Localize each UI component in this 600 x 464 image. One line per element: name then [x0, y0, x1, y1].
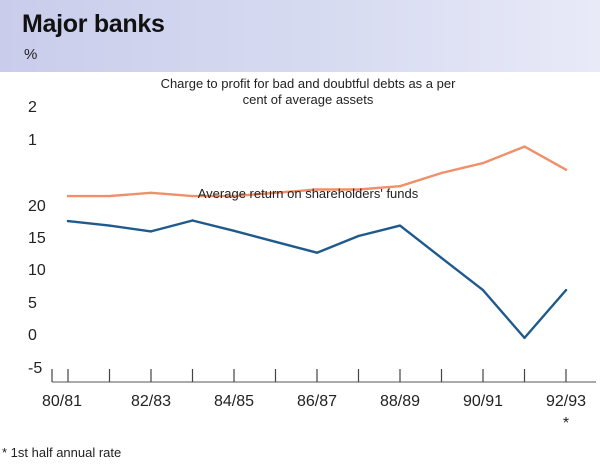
x-tick-label: 90/91 [463, 393, 503, 410]
data-point [481, 161, 485, 165]
data-point [357, 234, 360, 238]
data-point [564, 288, 568, 292]
x-tick-label: 84/85 [214, 393, 254, 410]
x-tick-label: 80/81 [42, 393, 82, 410]
series-line [66, 219, 568, 340]
series-label: cent of average assets [243, 92, 374, 107]
y-tick-label: 5 [28, 295, 37, 312]
data-point [274, 240, 277, 243]
data-point [66, 219, 70, 223]
y-tick-label: 1 [28, 132, 37, 149]
data-point [191, 194, 194, 198]
footnote: * 1st half annual rate [2, 445, 122, 460]
data-point [108, 224, 111, 227]
data-point [398, 185, 402, 188]
x-tick-label: 92/93 [546, 393, 586, 410]
page-title: Major banks [22, 10, 165, 38]
y-axis-unit: % [24, 46, 38, 63]
x-marker-asterisk: * [563, 415, 569, 432]
data-point [481, 288, 485, 292]
data-point [149, 191, 153, 194]
y-tick-label: 10 [28, 262, 46, 279]
data-point [398, 224, 402, 227]
series-label: Average return on shareholders' funds [198, 186, 419, 201]
data-point [440, 171, 443, 175]
line-chart: 2 1 Charge to profit for bad and doubtful … [28, 76, 596, 432]
data-point [108, 194, 111, 198]
data-point [232, 194, 236, 198]
series-label: Charge to profit for bad and doubtful de… [161, 76, 457, 91]
y-tick-label: -5 [28, 360, 42, 377]
x-tick-label: 82/83 [131, 393, 171, 410]
data-point [191, 219, 194, 222]
data-point [523, 336, 526, 340]
x-tick-label: 86/87 [297, 393, 337, 410]
y-tick-label: 20 [28, 198, 46, 215]
data-point [274, 191, 277, 194]
data-point [315, 188, 319, 191]
data-point [149, 230, 153, 233]
data-point [523, 145, 526, 148]
data-point [315, 251, 319, 254]
data-point [232, 229, 236, 232]
header-band [0, 0, 600, 72]
data-point [564, 168, 568, 171]
x-tick-label: 88/89 [380, 393, 420, 410]
data-point [357, 188, 360, 191]
y-tick-label: 0 [28, 327, 37, 344]
y-tick-label: 15 [28, 230, 46, 247]
y-tick-label: 2 [28, 99, 37, 116]
data-point [440, 256, 443, 260]
data-point [66, 194, 70, 198]
